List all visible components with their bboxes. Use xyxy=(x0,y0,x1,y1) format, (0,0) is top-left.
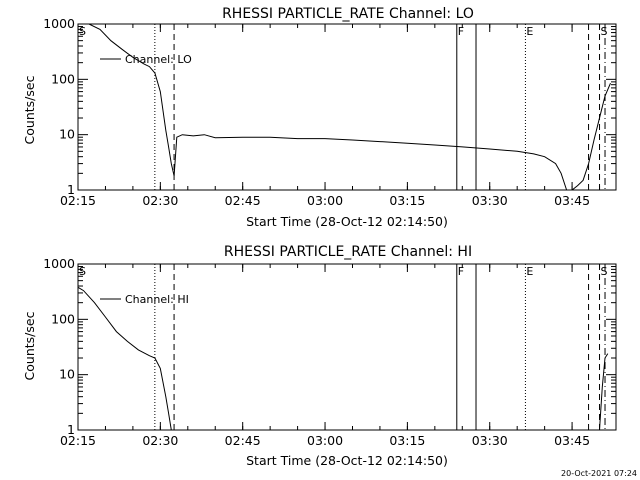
y-axis-label-text: Counts/sec xyxy=(22,311,37,380)
x-tick-label: 03:15 xyxy=(389,193,425,208)
y-axis-label: Counts/sec xyxy=(22,311,37,380)
x-tick-label: 02:15 xyxy=(60,193,96,208)
x-tick-label: 03:15 xyxy=(389,433,425,448)
plot-frame xyxy=(77,263,617,431)
series-layer xyxy=(77,286,609,431)
event-marker-label: S xyxy=(79,25,86,38)
x-tick-label: 03:45 xyxy=(554,433,590,448)
panel-title: RHESSI PARTICLE_RATE Channel: LO xyxy=(222,6,474,22)
x-tick-label: 03:00 xyxy=(307,433,343,448)
legend: Channel: HI xyxy=(100,293,189,306)
x-tick-label: 03:45 xyxy=(554,193,590,208)
y-tick-label: 1000 xyxy=(43,16,75,31)
y-tick-label: 1 xyxy=(67,422,75,437)
y-tick-label: 100 xyxy=(51,71,75,86)
plot-frame xyxy=(77,23,617,191)
panel-hi: RHESSI PARTICLE_RATE Channel: HI Counts/… xyxy=(22,244,617,468)
y-axis-label: Counts/sec xyxy=(22,75,37,144)
legend: Channel: LO xyxy=(100,53,192,66)
series-line xyxy=(78,23,611,191)
x-tick-label: 02:45 xyxy=(225,433,261,448)
panel-lo: RHESSI PARTICLE_RATE Channel: LO Counts/… xyxy=(22,6,617,229)
event-marker-label: S xyxy=(79,265,86,278)
ticks-layer: 02:15 02:30 02:45 03:00 03:15 03:30 03:45 1 10 10… xyxy=(43,16,616,208)
x-tick-label: 02:15 xyxy=(60,433,96,448)
panel-title: RHESSI PARTICLE_RATE Channel: HI xyxy=(224,244,472,260)
x-tick-label: 03:30 xyxy=(472,193,508,208)
x-tick-label: 02:30 xyxy=(142,193,178,208)
event-marker-label: S xyxy=(601,25,608,38)
x-axis-label: Start Time (28-Oct-12 02:14:50) xyxy=(246,453,448,468)
x-tick-label: 03:30 xyxy=(472,433,508,448)
x-tick-label: 02:30 xyxy=(142,433,178,448)
legend-entry: Channel: HI xyxy=(125,293,189,306)
y-axis-label-text: Counts/sec xyxy=(22,75,37,144)
generation-timestamp: 20-Oct-2021 07:24 xyxy=(561,469,637,478)
event-marker-label: F xyxy=(458,265,464,278)
y-tick-label: 100 xyxy=(51,311,75,326)
x-axis-label: Start Time (28-Oct-12 02:14:50) xyxy=(246,214,448,229)
event-marker-label: F xyxy=(458,25,464,38)
x-tick-label: 02:45 xyxy=(225,193,261,208)
ticks-layer: 02:15 02:30 02:45 03:00 03:15 03:30 03:45 1 10 10… xyxy=(43,256,616,448)
event-marker-label: S xyxy=(601,265,608,278)
event-marker-label: E xyxy=(526,25,533,38)
y-tick-label: 10 xyxy=(59,127,75,142)
series-layer xyxy=(78,23,611,191)
series-line xyxy=(77,286,609,431)
y-tick-label: 1 xyxy=(67,182,75,197)
event-marker-label: E xyxy=(526,265,533,278)
legend-entry: Channel: LO xyxy=(125,53,192,66)
y-tick-label: 10 xyxy=(59,367,75,382)
x-tick-label: 03:00 xyxy=(307,193,343,208)
y-tick-label: 1000 xyxy=(43,256,75,271)
